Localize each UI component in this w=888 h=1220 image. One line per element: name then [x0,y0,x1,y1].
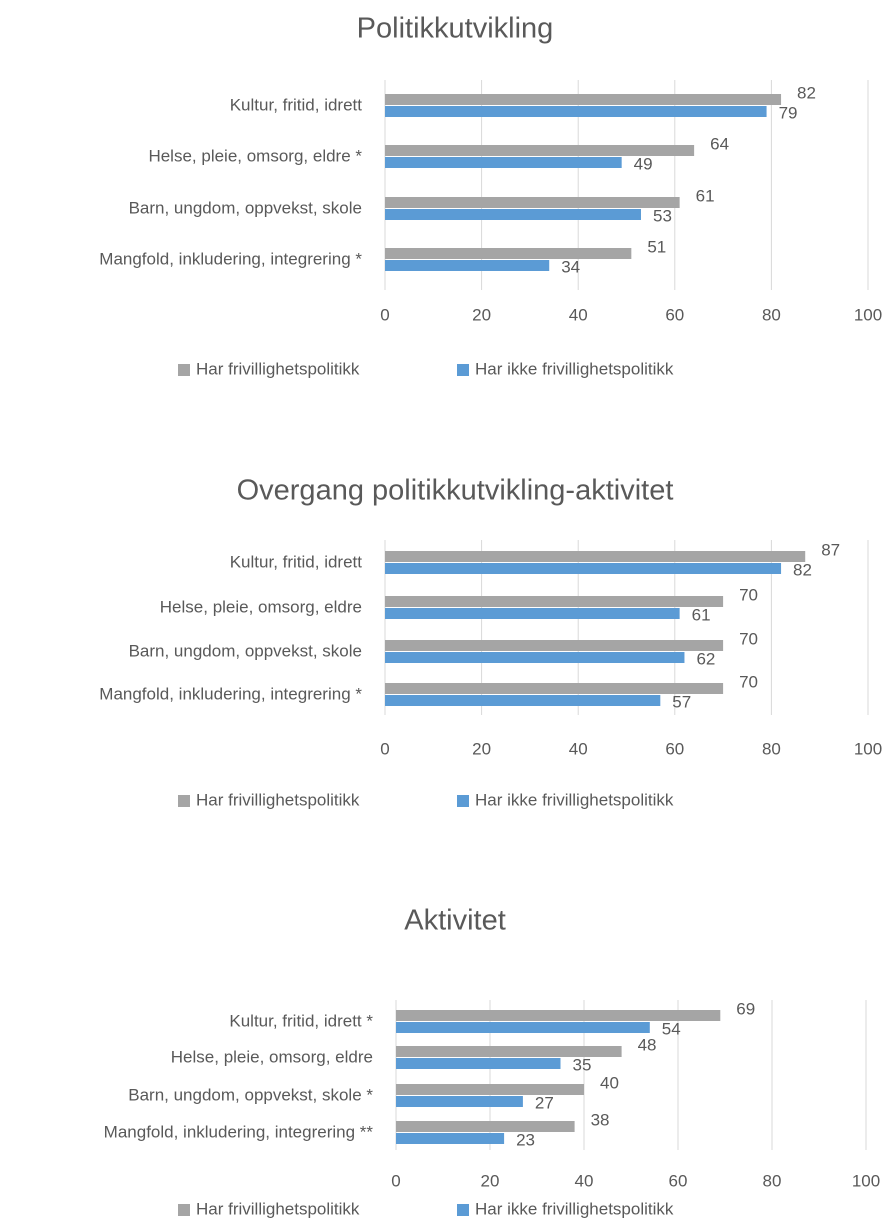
data-label: 79 [779,103,798,122]
data-label: 62 [696,649,715,668]
data-label: 53 [653,206,672,225]
legend-label: Har frivillighetspolitikk [196,790,360,809]
data-label: 57 [672,692,691,711]
y-tick-label: Barn, ungdom, oppvekst, skole * [128,1085,373,1104]
chart-title: Politikkutvikling [357,13,554,45]
bar [385,652,685,663]
y-tick-label: Helse, pleie, omsorg, eldre * [148,146,362,165]
data-label: 70 [739,629,758,648]
legend-swatch [457,1204,469,1216]
x-tick-label: 0 [391,1171,400,1190]
y-tick-label: Kultur, fritid, idrett [230,95,363,114]
bar [385,248,632,259]
bar [385,106,767,117]
chart-title: Overgang politikkutvikling-aktivitet [237,475,674,507]
legend-label: Har ikke frivillighetspolitikk [475,359,674,378]
bar [385,260,550,271]
bar [396,1133,505,1144]
x-tick-label: 60 [665,305,684,324]
data-label: 51 [647,237,666,256]
x-tick-label: 40 [569,305,588,324]
bar [385,209,641,220]
x-tick-label: 40 [569,739,588,758]
x-tick-label: 20 [472,305,491,324]
y-tick-label: Mangfold, inkludering, integrering * [99,249,362,268]
x-tick-label: 60 [669,1171,688,1190]
bar [385,94,782,105]
data-label: 54 [662,1019,681,1038]
data-label: 61 [692,605,711,624]
legend-swatch [457,795,469,807]
legend-swatch [457,364,469,376]
y-tick-label: Mangfold, inkludering, integrering * [99,684,362,703]
x-tick-label: 20 [472,739,491,758]
bar [385,197,680,208]
bar [396,1121,575,1132]
y-tick-label: Mangfold, inkludering, integrering ** [104,1122,374,1141]
bar [385,157,622,168]
x-tick-label: 20 [481,1171,500,1190]
y-tick-label: Kultur, fritid, idrett * [229,1011,373,1030]
legend-label: Har frivillighetspolitikk [196,359,360,378]
legend-swatch [178,364,190,376]
bar [385,596,724,607]
data-label: 70 [739,672,758,691]
data-label: 69 [736,999,755,1018]
x-tick-label: 60 [665,739,684,758]
legend-swatch [178,1204,190,1216]
legend-label: Har frivillighetspolitikk [196,1199,360,1218]
data-label: 40 [600,1073,619,1092]
data-label: 49 [634,154,653,173]
data-label: 38 [591,1110,610,1129]
x-tick-label: 80 [762,739,781,758]
data-label: 82 [797,83,816,102]
data-label: 87 [821,540,840,559]
bar [385,563,782,574]
data-label: 27 [535,1093,554,1112]
data-label: 48 [638,1035,657,1054]
bar [396,1084,584,1095]
bar [396,1010,721,1021]
legend-swatch [178,795,190,807]
bar [385,695,661,706]
x-tick-label: 40 [575,1171,594,1190]
x-tick-label: 100 [854,305,882,324]
y-tick-label: Helse, pleie, omsorg, eldre [171,1047,373,1066]
data-label: 82 [793,560,812,579]
chart-title: Aktivitet [404,905,506,937]
y-tick-label: Helse, pleie, omsorg, eldre [160,597,362,616]
data-label: 35 [573,1055,592,1074]
y-tick-label: Barn, ungdom, oppvekst, skole [129,198,362,217]
data-label: 70 [739,585,758,604]
bar [385,640,724,651]
x-tick-label: 0 [380,305,389,324]
data-label: 64 [710,134,729,153]
y-tick-label: Kultur, fritid, idrett [230,552,363,571]
legend-label: Har ikke frivillighetspolitikk [475,790,674,809]
x-tick-label: 0 [380,739,389,758]
bar [385,145,695,156]
data-label: 61 [696,186,715,205]
bar [396,1046,622,1057]
bar [385,551,806,562]
bar [396,1022,650,1033]
data-label: 23 [516,1130,535,1149]
bar [396,1096,523,1107]
bar [385,608,680,619]
data-label: 34 [561,257,580,276]
legend-label: Har ikke frivillighetspolitikk [475,1199,674,1218]
x-tick-label: 100 [854,739,882,758]
bar [396,1058,561,1069]
bar [385,683,724,694]
x-tick-label: 100 [852,1171,880,1190]
x-tick-label: 80 [763,1171,782,1190]
x-tick-label: 80 [762,305,781,324]
y-tick-label: Barn, ungdom, oppvekst, skole [129,641,362,660]
